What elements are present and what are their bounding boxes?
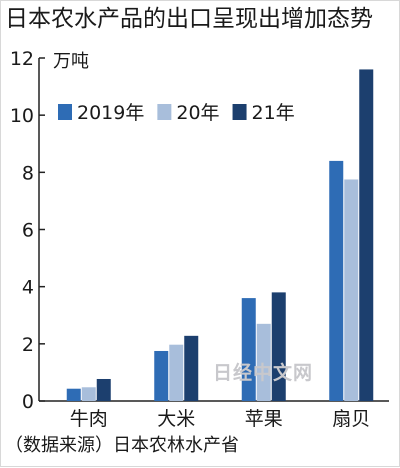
y-tick-label: 0 <box>22 391 34 413</box>
source-note: （数据来源）日本农林水产省 <box>5 435 239 456</box>
x-category-label: 扇贝 <box>332 408 370 430</box>
bar-牛肉-21年 <box>96 378 111 401</box>
legend-swatch <box>157 104 172 120</box>
x-category-label: 牛肉 <box>70 408 108 430</box>
bar-扇贝-20年 <box>344 179 359 401</box>
bar-牛肉-2019年 <box>66 388 81 401</box>
bar-大米-20年 <box>169 344 184 401</box>
y-tick-label: 10 <box>10 105 34 127</box>
bar-苹果-21年 <box>271 292 286 401</box>
bar-扇贝-21年 <box>359 69 374 401</box>
bar-苹果-2019年 <box>241 298 256 401</box>
y-tick-label: 2 <box>22 334 34 356</box>
bar-扇贝-2019年 <box>329 160 344 401</box>
y-tick-label: 4 <box>22 277 34 299</box>
bar-大米-21年 <box>184 335 199 401</box>
legend-label: 2019年 <box>77 102 144 124</box>
bar-苹果-20年 <box>256 323 271 401</box>
y-unit-label: 万吨 <box>53 51 89 72</box>
y-tick-label: 12 <box>10 48 34 70</box>
bar-大米-2019年 <box>154 350 169 401</box>
x-category-label: 苹果 <box>245 408 283 430</box>
y-tick-label: 6 <box>22 220 34 242</box>
legend-swatch <box>58 104 72 120</box>
watermark: 日经中文网 <box>213 362 314 384</box>
bar-牛肉-20年 <box>81 387 96 401</box>
y-tick-label: 8 <box>22 162 34 184</box>
x-category-label: 大米 <box>157 408 195 430</box>
legend-swatch <box>232 104 247 120</box>
legend-label: 20年 <box>176 102 219 124</box>
legend-label: 21年 <box>252 102 295 124</box>
chart-title: 日本农水产品的出口呈现出增加态势 <box>5 6 373 32</box>
